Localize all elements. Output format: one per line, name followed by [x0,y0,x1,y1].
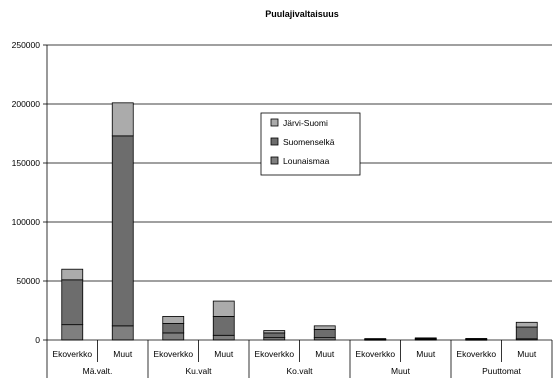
x-category-label: Muut [416,349,436,359]
x-category-label: Muut [315,349,335,359]
bar-segment [313,328,336,339]
x-category-label: Ekoverkko [52,349,92,359]
bar-segment [313,325,336,330]
x-group-label: Muut [391,366,411,376]
chart-title: Puulajivaltaisuus [265,9,339,19]
bar-segment [364,338,387,340]
x-category-label: Muut [517,349,537,359]
legend-label: Järvi-Suomi [283,118,328,128]
y-tick-label: 50000 [16,276,40,286]
y-tick-label: 0 [35,335,40,345]
x-group-label: Puuttomat [482,366,521,376]
bar-segment [162,332,185,341]
y-tick-label: 150000 [12,158,41,168]
y-axis: 0 50000 100000 150000 200000 250000 [12,40,48,345]
x-category-label: Ekoverkko [456,349,496,359]
x-group-label: Mä.valt. [83,366,113,376]
bar-segment [162,323,185,334]
bar-segment [414,337,437,340]
bar-segment [61,279,84,326]
y-tick-label: 250000 [12,40,41,50]
legend-label: Lounaismaa [283,156,330,166]
x-group-label: Ku.valt [186,366,213,376]
bar-segment [515,321,538,328]
x-axis: Ekoverkko Muut Ekoverkko Muut Ekoverkko Muut E… [46,339,553,378]
x-category-label: Ekoverkko [355,349,395,359]
legend-swatch [270,156,279,165]
bar-segment [111,102,134,137]
bar-segment [61,268,84,281]
bar-segment [465,338,488,340]
legend-swatch [270,137,279,146]
bar-segment [212,334,235,341]
legend: Järvi-Suomi Suomenselkä Lounaismaa [260,112,361,176]
legend-label: Suomenselkä [283,137,335,147]
bar-segment [263,330,286,334]
bar-segment [111,325,134,341]
bar-segment [212,300,235,317]
bar-segment [61,324,84,341]
bar-segment [515,326,538,340]
bars [61,102,538,341]
x-category-label: Muut [214,349,234,359]
y-tick-label: 100000 [12,217,41,227]
bar-segment [263,332,286,339]
bar-segment [212,315,235,336]
y-tick-label: 200000 [12,99,41,109]
legend-swatch [270,118,279,127]
bar-segment [111,135,134,327]
bar-segment [162,315,185,324]
x-category-label: Ekoverkko [254,349,294,359]
x-category-label: Muut [113,349,133,359]
x-group-label: Ko.valt [287,366,314,376]
x-category-label: Ekoverkko [153,349,193,359]
